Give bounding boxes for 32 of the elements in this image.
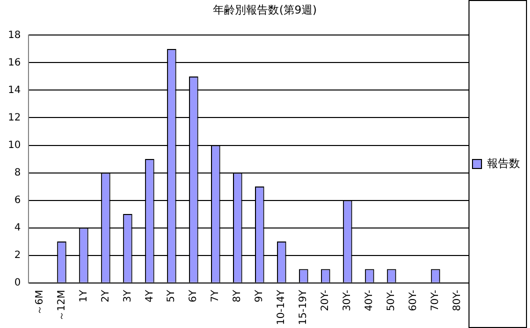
x-tick-label: ～6M <box>34 290 46 315</box>
x-tick-label: 50Y- <box>386 289 398 312</box>
legend-label: 報告数 <box>487 156 520 170</box>
x-tick-label: 5Y <box>166 288 178 302</box>
x-tick-label: 15-19Y <box>298 288 310 326</box>
x-tick-label: 2Y <box>100 288 112 302</box>
x-tick-label: 60Y- <box>408 289 420 312</box>
x-tick-label: 80Y- <box>452 289 464 312</box>
y-tick-label: 0 <box>14 277 21 288</box>
y-tick-label: 4 <box>14 222 21 234</box>
y-tick-label: 14 <box>8 84 21 96</box>
x-tick-label: 10-14Y <box>276 288 288 326</box>
x-tick-label: 1Y <box>78 288 90 302</box>
y-tick-label: 10 <box>8 140 21 151</box>
x-tick-label: 6Y <box>188 288 200 302</box>
x-tick-label: 8Y <box>232 288 244 302</box>
y-tick-label: 12 <box>8 112 21 124</box>
x-tick-label: 7Y <box>210 288 222 302</box>
x-tick-label: ～12M <box>56 290 68 322</box>
y-tick-label: 6 <box>14 194 21 206</box>
chart-title: 年齢別報告数(第9週) <box>213 3 317 16</box>
x-tick-label: 20Y- <box>320 289 332 312</box>
x-tick-label: 4Y <box>144 288 156 302</box>
y-tick-label: 18 <box>8 30 21 41</box>
y-tick-label: 8 <box>14 167 21 178</box>
x-tick-label: 9Y <box>254 288 266 302</box>
x-tick-label: 30Y- <box>342 289 354 312</box>
y-tick-label: 16 <box>8 57 21 68</box>
x-tick-label: 3Y <box>122 288 134 302</box>
x-tick-label: 70Y- <box>430 289 442 312</box>
y-tick-label: 2 <box>14 250 21 261</box>
x-tick-label: 40Y- <box>364 289 376 312</box>
